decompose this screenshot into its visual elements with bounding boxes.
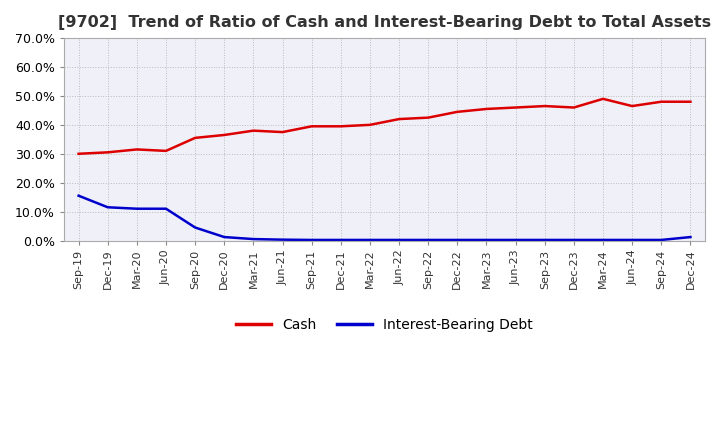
Legend: Cash, Interest-Bearing Debt: Cash, Interest-Bearing Debt: [230, 312, 539, 337]
Interest-Bearing Debt: [132, 206, 141, 211]
Cash: [482, 106, 491, 112]
Cash: [104, 150, 112, 155]
Cash: [657, 99, 665, 104]
Cash: [74, 151, 83, 156]
Interest-Bearing Debt: [104, 205, 112, 210]
Interest-Bearing Debt: [366, 237, 374, 242]
Interest-Bearing Debt: [307, 237, 316, 242]
Interest-Bearing Debt: [278, 237, 287, 242]
Cash: [132, 147, 141, 152]
Cash: [278, 129, 287, 135]
Interest-Bearing Debt: [482, 237, 491, 242]
Interest-Bearing Debt: [686, 235, 695, 240]
Title: [9702]  Trend of Ratio of Cash and Interest-Bearing Debt to Total Assets: [9702] Trend of Ratio of Cash and Intere…: [58, 15, 711, 30]
Cash: [628, 103, 636, 109]
Cash: [220, 132, 228, 138]
Interest-Bearing Debt: [162, 206, 171, 211]
Interest-Bearing Debt: [628, 237, 636, 242]
Cash: [395, 117, 403, 122]
Interest-Bearing Debt: [220, 235, 228, 240]
Cash: [599, 96, 608, 102]
Cash: [307, 124, 316, 129]
Cash: [162, 148, 171, 154]
Interest-Bearing Debt: [249, 236, 258, 242]
Interest-Bearing Debt: [336, 237, 345, 242]
Interest-Bearing Debt: [395, 237, 403, 242]
Interest-Bearing Debt: [453, 237, 462, 242]
Cash: [541, 103, 549, 109]
Interest-Bearing Debt: [424, 237, 433, 242]
Interest-Bearing Debt: [511, 237, 520, 242]
Line: Cash: Cash: [78, 99, 690, 154]
Interest-Bearing Debt: [599, 237, 608, 242]
Interest-Bearing Debt: [74, 193, 83, 198]
Line: Interest-Bearing Debt: Interest-Bearing Debt: [78, 196, 690, 240]
Interest-Bearing Debt: [191, 225, 199, 230]
Cash: [424, 115, 433, 120]
Cash: [366, 122, 374, 128]
Cash: [191, 135, 199, 140]
Cash: [686, 99, 695, 104]
Cash: [570, 105, 578, 110]
Cash: [511, 105, 520, 110]
Cash: [453, 109, 462, 114]
Cash: [249, 128, 258, 133]
Interest-Bearing Debt: [570, 237, 578, 242]
Interest-Bearing Debt: [657, 237, 665, 242]
Cash: [336, 124, 345, 129]
Interest-Bearing Debt: [541, 237, 549, 242]
